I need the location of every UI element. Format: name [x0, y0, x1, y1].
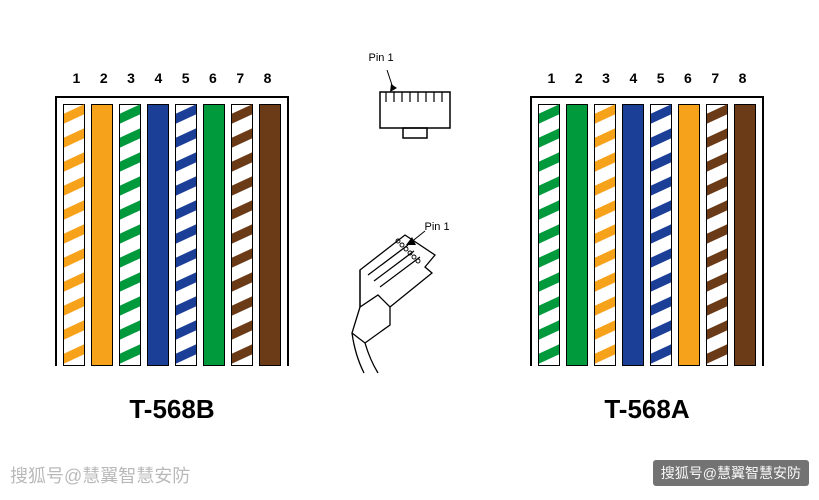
wire-3 — [594, 104, 616, 366]
wire-2 — [566, 104, 588, 366]
pin-7: 7 — [233, 70, 247, 86]
label-t568a: T-568A — [604, 394, 689, 425]
pin-1: 1 — [544, 70, 558, 86]
wire-1 — [538, 104, 560, 366]
connector-left — [55, 96, 289, 366]
wire-6 — [678, 104, 700, 366]
wire-4 — [147, 104, 169, 366]
wire-1 — [63, 104, 85, 366]
pin-7: 7 — [708, 70, 722, 86]
watermark-left: 搜狐号@慧翼智慧安防 — [10, 462, 190, 488]
pin-labels-left: 1 2 3 4 5 6 7 8 — [69, 70, 274, 86]
pin1-label-bottom: Pin 1 — [425, 221, 450, 233]
pin-4: 4 — [151, 70, 165, 86]
label-t568b: T-568B — [129, 394, 214, 425]
wire-5 — [650, 104, 672, 366]
pin-2: 2 — [572, 70, 586, 86]
wire-2 — [91, 104, 113, 366]
pin-6: 6 — [681, 70, 695, 86]
pin-1: 1 — [69, 70, 83, 86]
wire-8 — [734, 104, 756, 366]
wire-5 — [175, 104, 197, 366]
wiring-block-t568b: 1 2 3 4 5 6 7 8 T-568B — [55, 70, 289, 425]
rj45-front-icon — [355, 70, 465, 150]
center-diagrams: Pin 1 Pin 1 — [320, 70, 500, 380]
wire-6 — [203, 104, 225, 366]
connector-right — [530, 96, 764, 366]
pin-labels-right: 1 2 3 4 5 6 7 8 — [544, 70, 749, 86]
wire-4 — [622, 104, 644, 366]
pin-8: 8 — [736, 70, 750, 86]
pin-5: 5 — [179, 70, 193, 86]
pin-2: 2 — [97, 70, 111, 86]
rj45-perspective-icon — [330, 215, 490, 375]
pin-3: 3 — [124, 70, 138, 86]
pin-8: 8 — [261, 70, 275, 86]
pin1-label-top: Pin 1 — [369, 52, 394, 64]
pin-5: 5 — [654, 70, 668, 86]
wire-7 — [231, 104, 253, 366]
pin-3: 3 — [599, 70, 613, 86]
watermark-right: 搜狐号@慧翼智慧安防 — [653, 460, 809, 486]
wire-7 — [706, 104, 728, 366]
diagram-container: 1 2 3 4 5 6 7 8 T-568B Pin 1 — [0, 0, 819, 455]
pin-6: 6 — [206, 70, 220, 86]
wire-8 — [259, 104, 281, 366]
wire-3 — [119, 104, 141, 366]
pin-4: 4 — [626, 70, 640, 86]
wiring-block-t568a: 1 2 3 4 5 6 7 8 T-568A — [530, 70, 764, 425]
